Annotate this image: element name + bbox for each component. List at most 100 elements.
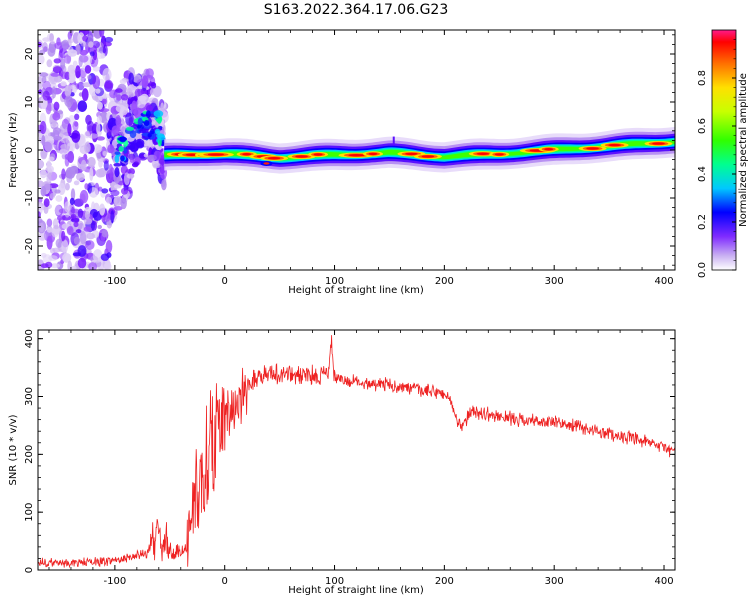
- spectrogram-y-tick-label: 20: [24, 48, 35, 61]
- spectrogram-noise-speck: [134, 88, 141, 97]
- spectrogram-noise-speck: [69, 197, 75, 205]
- snr-y-tick-label: 0: [24, 567, 35, 573]
- spectrogram-noise-speck: [46, 173, 52, 184]
- spectrogram-noise-speck: [99, 30, 105, 38]
- spectrogram-noise-speck: [159, 161, 166, 175]
- snr-y-tick-label: 200: [24, 445, 35, 464]
- spectrogram-noise-speck: [46, 160, 52, 170]
- spectrogram-noise-speck: [85, 240, 95, 250]
- spectrogram-y-tick-label: 10: [24, 96, 35, 109]
- spectrogram-noise-speck: [52, 112, 61, 121]
- spectrogram-noise-speck: [42, 42, 48, 53]
- spectrogram-noise-speck: [101, 98, 107, 105]
- spectrogram-noise-speck: [115, 115, 122, 128]
- spectrogram-noise-speck: [113, 196, 123, 206]
- spectrogram-noise-speck: [80, 231, 87, 245]
- spectrogram-spike: [392, 136, 395, 145]
- spectrogram-noise-speck: [136, 79, 146, 86]
- spectrogram-noise-speck: [64, 153, 73, 161]
- spectrogram-noise-speck: [91, 123, 98, 135]
- colorbar-gradient: [712, 30, 736, 270]
- spectrogram-x-tick-label: 100: [325, 276, 344, 287]
- spectrogram-peak: [313, 153, 323, 156]
- spectrogram-noise-speck: [64, 85, 72, 98]
- spectrogram-noise-region: [38, 30, 169, 270]
- spectrogram-noise-speck: [66, 226, 74, 236]
- spectrogram-peak: [608, 143, 621, 147]
- spectrogram-signal-speck: [135, 128, 141, 134]
- spectrogram-noise-speck: [48, 255, 58, 261]
- spectrogram-noise-speck: [38, 159, 45, 169]
- spectrogram-noise-speck: [131, 100, 138, 115]
- spectrogram-noise-speck: [75, 65, 81, 79]
- spectrogram-noise-speck: [42, 80, 51, 91]
- spectrogram-noise-speck: [103, 160, 109, 171]
- spectrogram-noise-speck: [64, 201, 71, 213]
- spectrogram-peak: [267, 157, 281, 160]
- colorbar: 0.0 0.2 0.4 0.6 0.8 Normalized spectral ampl…: [697, 29, 749, 278]
- spectrogram-noise-speck: [70, 84, 76, 90]
- spectrogram-noise-speck: [71, 213, 77, 220]
- spectrogram-noise-speck: [116, 94, 122, 101]
- spectrogram-noise-speck: [38, 232, 47, 241]
- spectrogram-noise-speck: [84, 183, 89, 190]
- spectrogram-noise-speck: [59, 148, 68, 155]
- spectrogram-noise-speck: [53, 58, 61, 64]
- spectrogram-x-tick-label: 300: [545, 276, 564, 287]
- spectrogram-noise-speck: [53, 224, 59, 230]
- spectrogram-noise-speck: [63, 54, 72, 64]
- spectrogram-noise-speck: [41, 252, 47, 258]
- spectrogram-signal-speck: [147, 133, 152, 138]
- spectrogram-noise-speck: [60, 144, 69, 150]
- spectrogram-noise-speck: [73, 236, 81, 245]
- spectrogram-noise-speck: [105, 240, 113, 254]
- spectrogram-noise-speck: [104, 36, 114, 43]
- spectrogram-noise-speck: [40, 152, 47, 160]
- spectrogram-noise-speck: [46, 218, 53, 227]
- spectrogram-peak: [586, 147, 599, 150]
- snr-x-tick-label: 400: [654, 576, 673, 587]
- spectrogram-noise-speck: [79, 145, 90, 155]
- spectrogram-noise-speck: [128, 72, 134, 85]
- snr-x-axis-label: Height of straight line (km): [288, 585, 424, 596]
- spectrogram-noise-speck: [39, 222, 44, 233]
- spectrogram-noise-speck: [67, 123, 72, 137]
- spectrogram-noise-speck: [61, 239, 69, 253]
- spectrogram-noise-speck: [99, 203, 106, 216]
- spectrogram-noise-speck: [62, 253, 72, 263]
- snr-x-tick-label: 100: [325, 576, 344, 587]
- spectrogram-noise-speck: [102, 150, 107, 157]
- spectrogram-noise-speck: [77, 100, 88, 112]
- spectrogram-noise-speck: [59, 129, 69, 144]
- snr-y-tick-label: 100: [24, 503, 35, 522]
- spectrogram-noise-speck: [161, 179, 167, 191]
- colorbar-tick-label: 0.2: [697, 214, 708, 230]
- spectrogram-noise-speck: [42, 37, 50, 42]
- spectrogram-noise-speck: [98, 167, 107, 178]
- spectrogram-noise-speck: [54, 42, 63, 50]
- spectrogram-noise-speck: [61, 215, 72, 221]
- spectrogram-noise-speck: [68, 67, 75, 82]
- figure-title: S163.2022.364.17.06.G23: [263, 2, 449, 18]
- spectrogram-noise-speck: [77, 245, 87, 257]
- spectrogram-signal-speck: [157, 134, 166, 141]
- spectrogram-signal-speck: [137, 117, 143, 126]
- spectrogram-noise-speck: [54, 189, 61, 194]
- spectrogram-noise-speck: [96, 123, 101, 135]
- spectrogram-x-tick-label: 0: [222, 276, 228, 287]
- spectrogram-noise-speck: [64, 95, 74, 108]
- spectrogram-noise-speck: [92, 75, 101, 89]
- spectrogram-noise-speck: [53, 101, 60, 111]
- spectrogram-noise-speck: [73, 180, 80, 186]
- spectrogram-noise-speck: [89, 167, 94, 182]
- spectrogram-noise-speck: [76, 172, 85, 181]
- spectrogram-signal-speck: [135, 138, 145, 148]
- spectrogram-noise-speck: [40, 185, 47, 197]
- snr-series-line: [38, 335, 675, 569]
- spectrogram-noise-speck: [78, 55, 83, 68]
- spectrogram-noise-speck: [72, 60, 78, 68]
- snr-panel: -100 0 100 200 300 400 0 100 200 300 400 Height of…: [8, 329, 676, 596]
- snr-x-tick-label: -100: [104, 576, 127, 587]
- spectrogram-noise-speck: [86, 232, 95, 240]
